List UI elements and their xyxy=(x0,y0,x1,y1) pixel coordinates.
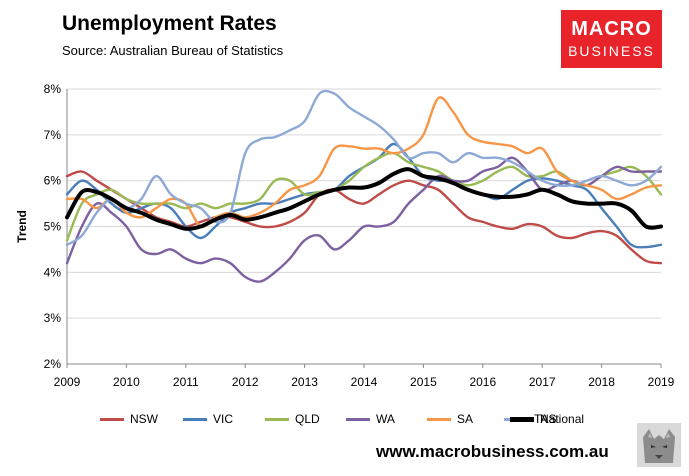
x-tick-label: 2015 xyxy=(410,375,437,389)
legend-item-qld: QLD xyxy=(265,412,320,426)
legend-swatch xyxy=(427,418,451,422)
chart-source: Source: Australian Bureau of Statistics xyxy=(62,43,284,58)
series-line-national xyxy=(65,167,663,231)
wolf-logo-icon xyxy=(637,423,681,467)
x-tick-label: 2017 xyxy=(529,375,556,389)
legend-swatch xyxy=(346,418,370,422)
x-tick-label: 2014 xyxy=(351,375,378,389)
y-tick-label: 6% xyxy=(44,174,62,188)
x-tick-label: 2010 xyxy=(113,375,140,389)
legend-item-national: National xyxy=(510,412,584,426)
website-url: www.macrobusiness.com.au xyxy=(376,442,609,461)
series-line-nsw xyxy=(65,170,663,265)
legend-item-sa: SA xyxy=(427,412,473,426)
series-line-tas xyxy=(65,89,663,246)
y-tick-label: 4% xyxy=(44,265,62,279)
y-tick-label: 3% xyxy=(44,311,62,325)
legend-label: VIC xyxy=(213,412,234,426)
y-tick-label: 5% xyxy=(44,220,62,234)
series-line-wa xyxy=(65,156,663,283)
x-tick-label: 2011 xyxy=(173,375,199,389)
y-tick-label: 8% xyxy=(44,82,62,96)
legend-label: QLD xyxy=(295,412,320,426)
x-tick-label: 2009 xyxy=(54,375,81,389)
x-tick-label: 2019 xyxy=(648,375,675,389)
x-tick-label: 2013 xyxy=(291,375,318,389)
chart-legend: NSW VIC QLD WA SA TAS National xyxy=(100,412,620,428)
legend-swatch xyxy=(183,418,207,422)
chart-title: Unemployment Rates xyxy=(62,12,277,35)
series-line-sa xyxy=(65,96,663,229)
series-line-qld xyxy=(65,151,663,242)
legend-item-wa: WA xyxy=(346,412,395,426)
legend-item-vic: VIC xyxy=(183,412,233,426)
legend-label: NSW xyxy=(130,412,158,426)
legend-label: National xyxy=(540,412,585,426)
logo-line-1: MACRO xyxy=(571,18,652,40)
logo-line-2: BUSINESS xyxy=(568,43,655,59)
y-tick-label: 7% xyxy=(44,128,62,142)
legend-swatch xyxy=(265,418,289,422)
series-line-vic xyxy=(65,142,663,249)
y-axis-label: Trend xyxy=(15,210,29,243)
x-tick-label: 2012 xyxy=(232,375,259,389)
legend-swatch xyxy=(100,418,124,422)
macro-business-logo: MACRO BUSINESS xyxy=(561,10,662,68)
legend-item-nsw: NSW xyxy=(100,412,158,426)
legend-swatch xyxy=(510,417,534,423)
legend-label: SA xyxy=(457,412,474,426)
x-tick-label: 2016 xyxy=(469,375,496,389)
x-tick-label: 2018 xyxy=(588,375,615,389)
legend-label: WA xyxy=(376,412,395,426)
legend-label: TAS xyxy=(534,412,557,426)
y-tick-label: 2% xyxy=(44,357,62,371)
